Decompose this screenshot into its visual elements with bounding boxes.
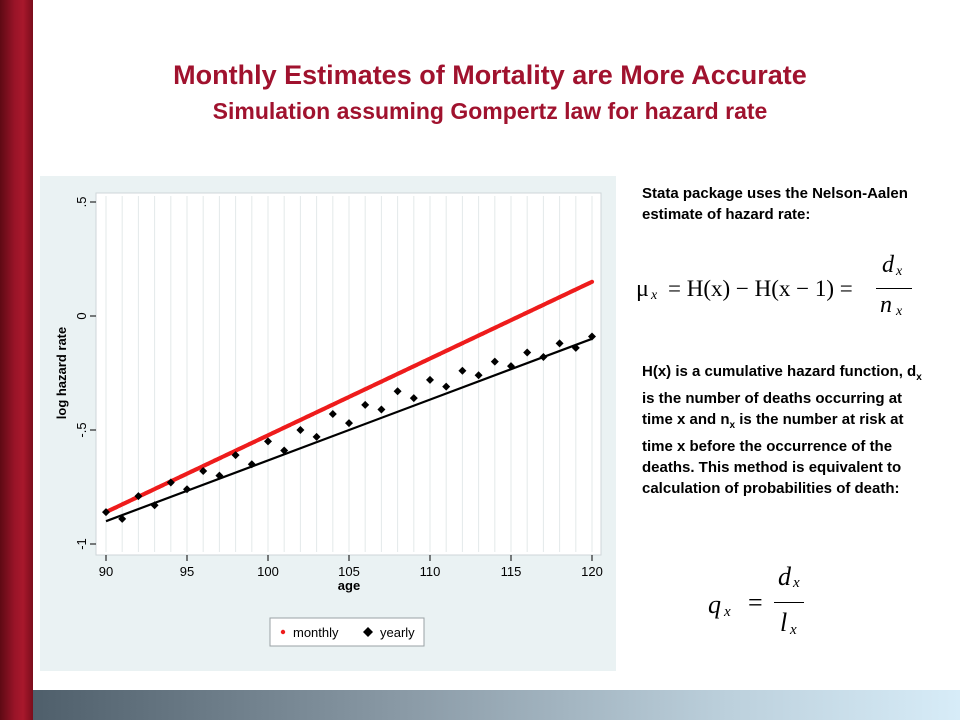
data-points bbox=[102, 279, 596, 523]
prob-numerator-sub: x bbox=[793, 575, 800, 591]
yearly-point bbox=[280, 446, 289, 455]
yearly-point bbox=[571, 343, 580, 352]
yearly-point bbox=[199, 467, 208, 476]
intro-text: Stata package uses the Nelson-Aalen esti… bbox=[642, 185, 908, 223]
na-denominator: n bbox=[880, 292, 892, 318]
na-numerator-sub: x bbox=[896, 264, 903, 279]
yearly-point bbox=[361, 400, 370, 409]
yearly-point bbox=[474, 371, 483, 380]
x-tick-label: 100 bbox=[257, 564, 279, 579]
yearly-point bbox=[555, 339, 564, 348]
desc-part-2: is the number of deaths occurring at tim… bbox=[642, 390, 903, 428]
mu-subscript: x bbox=[651, 288, 658, 303]
monthly-point bbox=[589, 279, 595, 284]
mu-symbol: μ bbox=[636, 276, 649, 302]
yearly-point bbox=[264, 437, 272, 446]
yearly-point bbox=[345, 419, 353, 428]
q-symbol: q bbox=[708, 590, 721, 619]
yearly-point bbox=[312, 432, 321, 441]
yearly-point bbox=[507, 362, 515, 371]
legend-monthly-marker bbox=[280, 629, 286, 635]
yearly-point bbox=[328, 410, 337, 419]
description-text: H(x) is a cumulative hazard function, dx… bbox=[642, 361, 934, 499]
legend-box bbox=[269, 617, 425, 647]
probability-formula: q x = d x l x bbox=[708, 562, 828, 647]
nelson-aalen-formula: μ x = H(x) − H(x − 1) = d x n x bbox=[636, 252, 936, 322]
yearly-point bbox=[442, 382, 451, 391]
legend-monthly-label: monthly bbox=[293, 625, 339, 640]
yearly-point bbox=[102, 508, 110, 517]
yearly-point bbox=[377, 405, 386, 414]
log-hazard-chart: 90 95 100 105 110 115 120 -1 -.5 0 .5 age log haza… bbox=[54, 192, 603, 647]
yearly-point bbox=[409, 394, 418, 403]
x-tick-label: 110 bbox=[420, 564, 441, 579]
yearly-point bbox=[183, 485, 191, 494]
legend-yearly-marker bbox=[363, 627, 373, 637]
yearly-point bbox=[215, 471, 224, 480]
chart-legend: monthly yearly bbox=[269, 617, 425, 647]
yearly-point bbox=[393, 387, 402, 396]
yearly-point bbox=[458, 366, 467, 375]
x-tick-label: 120 bbox=[581, 564, 603, 579]
x-tick-label: 105 bbox=[338, 564, 360, 579]
na-fraction-bar bbox=[876, 288, 912, 289]
yearly-point bbox=[118, 514, 127, 523]
yearly-point bbox=[490, 357, 499, 366]
y-tick-label: -1 bbox=[74, 538, 89, 550]
slide-subtitle: Simulation assuming Gompertz law for haz… bbox=[212, 98, 768, 124]
yearly-point bbox=[150, 501, 159, 510]
legend-yearly-label: yearly bbox=[380, 625, 415, 640]
yearly-point bbox=[588, 332, 596, 341]
x-tick-label: 115 bbox=[501, 564, 522, 579]
desc-sub-2: x bbox=[729, 420, 736, 431]
yearly-point bbox=[539, 353, 548, 362]
y-tick-label: -.5 bbox=[74, 422, 89, 437]
yearly-point bbox=[426, 375, 434, 384]
prob-denominator-sub: x bbox=[790, 622, 797, 638]
yearly-point bbox=[523, 348, 532, 357]
na-numerator: d bbox=[882, 252, 894, 278]
q-subscript: x bbox=[724, 604, 731, 620]
slide-title: Monthly Estimates of Mortality are More … bbox=[173, 60, 807, 90]
x-axis-label: age bbox=[338, 578, 360, 593]
prob-fraction-bar bbox=[774, 602, 804, 603]
yearly-point bbox=[296, 426, 305, 434]
desc-part-3: is the number at risk at time x before t… bbox=[642, 411, 904, 497]
nelson-aalen-middle: = H(x) − H(x − 1) = bbox=[668, 276, 853, 301]
yearly-point bbox=[247, 460, 256, 469]
prob-numerator: d bbox=[778, 562, 791, 591]
yearly-point bbox=[166, 478, 175, 487]
chart-panel: 90 95 100 105 110 115 120 -1 -.5 0 .5 age log haza… bbox=[40, 176, 616, 671]
na-denominator-sub: x bbox=[896, 304, 903, 319]
x-tick-label: 90 bbox=[99, 564, 113, 579]
x-tick-label: 95 bbox=[180, 564, 194, 579]
axes: 90 95 100 105 110 115 120 -1 -.5 0 .5 bbox=[74, 197, 603, 579]
y-tick-label: 0 bbox=[74, 312, 89, 319]
prob-denominator: l bbox=[780, 608, 788, 637]
desc-part-1: H(x) is a cumulative hazard function, d bbox=[642, 363, 917, 380]
probability-equals: = bbox=[748, 588, 763, 617]
yearly-point bbox=[231, 451, 240, 460]
y-tick-label: .5 bbox=[74, 197, 89, 208]
y-axis-label: log hazard rate bbox=[54, 327, 69, 419]
desc-sub-1: x bbox=[916, 372, 922, 383]
yearly-point bbox=[134, 492, 143, 501]
bottom-accent-bar bbox=[33, 690, 960, 720]
left-accent-bar bbox=[0, 0, 33, 720]
